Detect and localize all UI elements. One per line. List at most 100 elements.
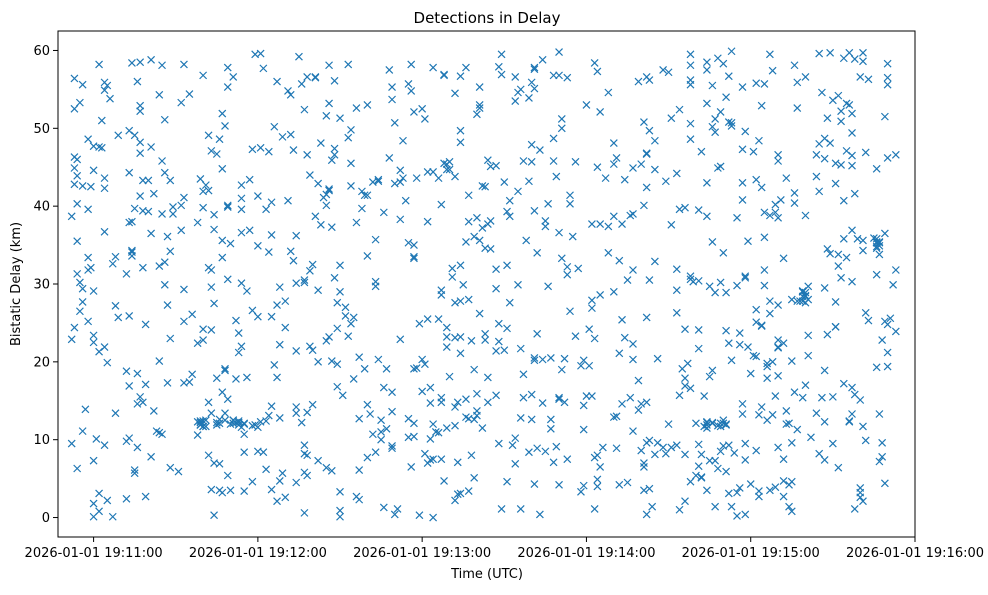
data-point: [388, 407, 396, 416]
data-point: [497, 50, 506, 59]
data-point: [590, 453, 599, 462]
data-point: [686, 384, 695, 393]
data-point: [155, 90, 164, 99]
data-point: [815, 49, 824, 58]
data-point: [442, 323, 451, 332]
data-point: [774, 343, 783, 351]
data-point: [563, 262, 572, 271]
data-point: [390, 510, 399, 519]
data-point: [730, 449, 739, 457]
data-point: [423, 167, 432, 176]
data-point: [587, 304, 596, 313]
x-tick-label: 2026-01-01 19:13:00: [353, 546, 491, 561]
data-point: [292, 403, 301, 411]
data-point: [289, 146, 298, 155]
data-point: [585, 361, 594, 370]
data-point: [147, 452, 156, 461]
data-point: [103, 81, 112, 90]
data-point: [837, 107, 845, 116]
data-point: [456, 333, 465, 341]
data-point: [872, 270, 881, 279]
data-point: [557, 124, 566, 133]
data-point: [650, 257, 659, 266]
y-tick-label: 50: [33, 122, 50, 137]
data-point: [111, 409, 120, 418]
data-point: [336, 506, 344, 515]
x-tick-label: 2026-01-01 19:14:00: [517, 546, 655, 561]
data-point: [878, 336, 887, 344]
data-point: [577, 361, 585, 370]
data-point: [399, 136, 407, 145]
data-point: [423, 217, 432, 226]
data-point: [850, 55, 859, 63]
data-point: [891, 150, 900, 159]
data-point: [456, 349, 465, 358]
data-point: [89, 287, 98, 295]
data-point: [711, 128, 720, 137]
data-point: [831, 179, 840, 188]
data-point: [566, 191, 574, 200]
data-point: [711, 115, 720, 123]
data-point: [702, 212, 711, 221]
data-point: [557, 365, 566, 374]
data-point: [177, 226, 186, 235]
data-point: [716, 278, 725, 287]
data-point: [305, 171, 314, 179]
data-point: [275, 340, 284, 349]
data-point: [330, 144, 339, 153]
data-point: [848, 151, 856, 160]
data-point: [519, 370, 528, 379]
data-point: [752, 446, 761, 455]
data-point: [199, 203, 208, 212]
data-point: [128, 58, 136, 67]
data-point: [253, 192, 262, 200]
data-point: [472, 213, 481, 222]
data-point: [122, 494, 131, 503]
data-point: [757, 101, 766, 110]
data-point: [716, 422, 725, 431]
data-point: [108, 259, 117, 268]
x-axis-label: Time (UTC): [450, 567, 523, 582]
data-point: [218, 236, 227, 245]
data-point: [396, 335, 405, 344]
data-point: [875, 250, 884, 259]
data-point: [615, 349, 624, 358]
data-point: [396, 178, 405, 186]
data-point: [702, 178, 711, 187]
data-point: [218, 164, 227, 173]
data-point: [494, 62, 503, 71]
data-point: [765, 211, 774, 220]
data-point: [410, 108, 418, 116]
data-point: [114, 131, 123, 140]
data-point: [253, 447, 262, 456]
data-point: [218, 253, 227, 262]
data-point: [744, 343, 752, 351]
data-point: [385, 153, 394, 162]
data-point: [155, 262, 164, 271]
data-point: [650, 165, 659, 174]
data-point: [437, 398, 446, 407]
data-point: [823, 114, 832, 123]
data-point: [579, 481, 588, 490]
data-point: [478, 181, 487, 190]
data-point: [100, 86, 109, 95]
data-point: [292, 231, 301, 240]
data-point: [738, 145, 747, 154]
data-point: [363, 400, 372, 409]
data-point: [733, 281, 741, 290]
data-point: [70, 323, 79, 332]
data-point: [790, 61, 799, 70]
data-point: [525, 94, 533, 102]
data-point: [451, 496, 459, 505]
data-point: [522, 236, 531, 245]
data-point: [462, 395, 470, 404]
data-point: [128, 246, 136, 255]
data-point: [804, 351, 813, 360]
y-tick-label: 20: [33, 355, 50, 370]
data-point: [426, 434, 435, 443]
data-point: [774, 150, 783, 159]
data-point: [702, 486, 711, 495]
data-point: [787, 357, 796, 365]
data-point: [527, 140, 536, 149]
data-point: [525, 177, 533, 186]
